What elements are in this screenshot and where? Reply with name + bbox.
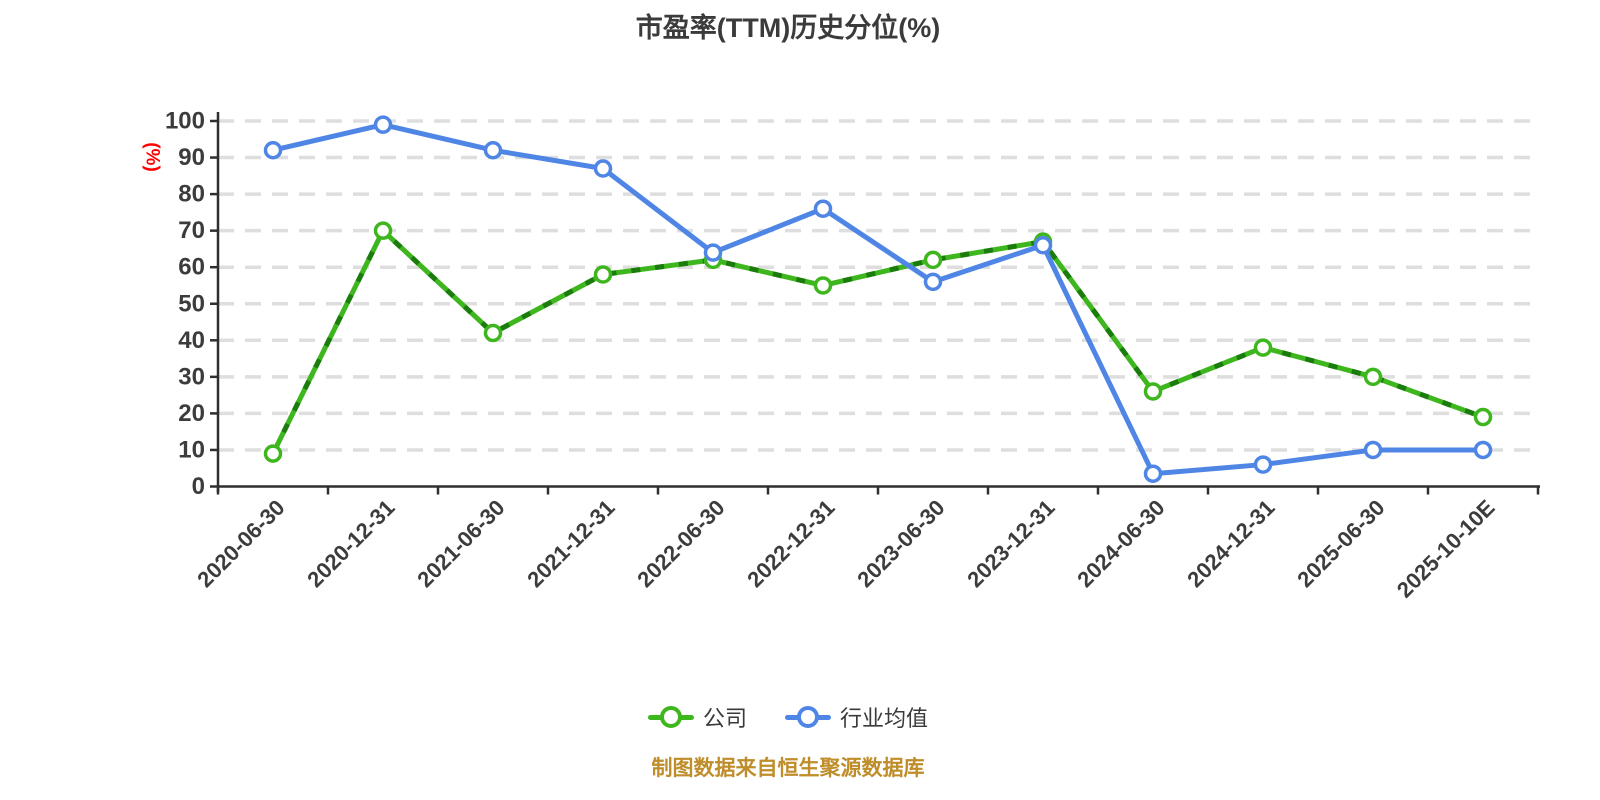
x-axis-tick-label: 2021-06-30: [412, 495, 509, 592]
data-point-行业均值-2021-06-30[interactable]: [483, 140, 503, 160]
data-point-行业均值-2022-12-31[interactable]: [813, 199, 833, 218]
y-axis-tick-label: 60: [178, 254, 205, 281]
y-axis-tick-label: 80: [178, 181, 205, 208]
y-axis-tick-label: 10: [178, 436, 205, 463]
x-axis-tick-label: 2025-10-10E: [1392, 495, 1500, 603]
y-axis-name: (%): [142, 142, 163, 172]
data-point-公司-2023-06-30[interactable]: [923, 250, 943, 270]
x-axis-tick-label: 2022-12-31: [742, 495, 839, 592]
y-axis-tick-label: 70: [178, 217, 205, 244]
legend-item-industry-average[interactable]: 行业均值: [785, 701, 928, 733]
legend-label-company: 公司: [702, 706, 747, 731]
x-axis-tick-label: 2020-06-30: [192, 495, 289, 592]
data-point-行业均值-2020-06-30[interactable]: [263, 140, 283, 160]
y-axis-tick-label: 30: [178, 363, 205, 390]
data-point-行业均值-2025-10-10E[interactable]: [1473, 440, 1493, 460]
x-axis-tick-label: 2024-12-31: [1182, 495, 1279, 592]
data-point-公司-2021-12-31[interactable]: [593, 265, 613, 284]
data-point-公司-2024-12-31[interactable]: [1253, 338, 1273, 357]
company-legend-dot: [659, 706, 682, 728]
industry-legend-dot: [797, 706, 819, 728]
y-axis-tick-label: 90: [178, 144, 205, 171]
y-axis-tick-label: 40: [178, 327, 205, 354]
x-axis-tick-label: 2022-06-30: [632, 495, 729, 592]
data-point-行业均值-2020-12-31[interactable]: [373, 115, 393, 134]
x-axis-tick-label: 2024-06-30: [1072, 495, 1169, 592]
x-axis-tick-label: 2023-06-30: [852, 495, 949, 592]
data-point-行业均值-2023-12-31[interactable]: [1033, 236, 1053, 255]
data-point-公司-2025-06-30[interactable]: [1363, 367, 1383, 387]
legend-item-company[interactable]: 公司: [647, 701, 747, 733]
legend: 公司 行业均值: [647, 701, 928, 733]
x-axis-tick-label: 2025-06-30: [1292, 495, 1389, 592]
data-source-note: 制图数据来自恒生聚源数据库: [651, 757, 925, 780]
data-point-公司-2020-06-30[interactable]: [263, 444, 283, 463]
x-axis-tick-label: 2023-12-31: [962, 495, 1059, 592]
y-axis-tick-label: 20: [178, 400, 205, 427]
y-axis-tick-label: 100: [165, 108, 205, 135]
y-axis-tick-label: 0: [192, 473, 205, 500]
data-point-行业均值-2021-12-31[interactable]: [593, 159, 613, 178]
x-axis-tick-label: 2020-12-31: [302, 495, 399, 592]
data-point-公司-2020-12-31[interactable]: [373, 221, 393, 240]
series-line-公司: [270, 228, 1486, 457]
company-line-marker-icon: [647, 706, 694, 728]
x-axis-tick-label: 2021-12-31: [522, 495, 619, 592]
legend-label-industry-average: 行业均值: [840, 706, 929, 731]
industry-line-marker-icon: [785, 706, 831, 728]
data-point-行业均值-2024-12-31[interactable]: [1253, 455, 1273, 474]
data-point-行业均值-2023-06-30[interactable]: [923, 272, 943, 292]
data-point-公司-2022-12-31[interactable]: [813, 276, 833, 295]
data-point-公司-2021-06-30[interactable]: [483, 323, 503, 343]
data-point-公司-2025-10-10E[interactable]: [1473, 407, 1493, 427]
data-point-公司-2024-06-30[interactable]: [1143, 382, 1163, 401]
series-line-dash-overlay-公司: [270, 228, 1484, 455]
series-line-行业均值: [270, 122, 1486, 477]
data-point-行业均值-2024-06-30[interactable]: [1143, 464, 1163, 483]
chart-title: 市盈率(TTM)历史分位(%): [635, 13, 941, 43]
y-axis-tick-label: 50: [178, 290, 205, 317]
data-point-行业均值-2025-06-30[interactable]: [1363, 440, 1383, 460]
data-point-行业均值-2022-06-30[interactable]: [703, 243, 723, 262]
